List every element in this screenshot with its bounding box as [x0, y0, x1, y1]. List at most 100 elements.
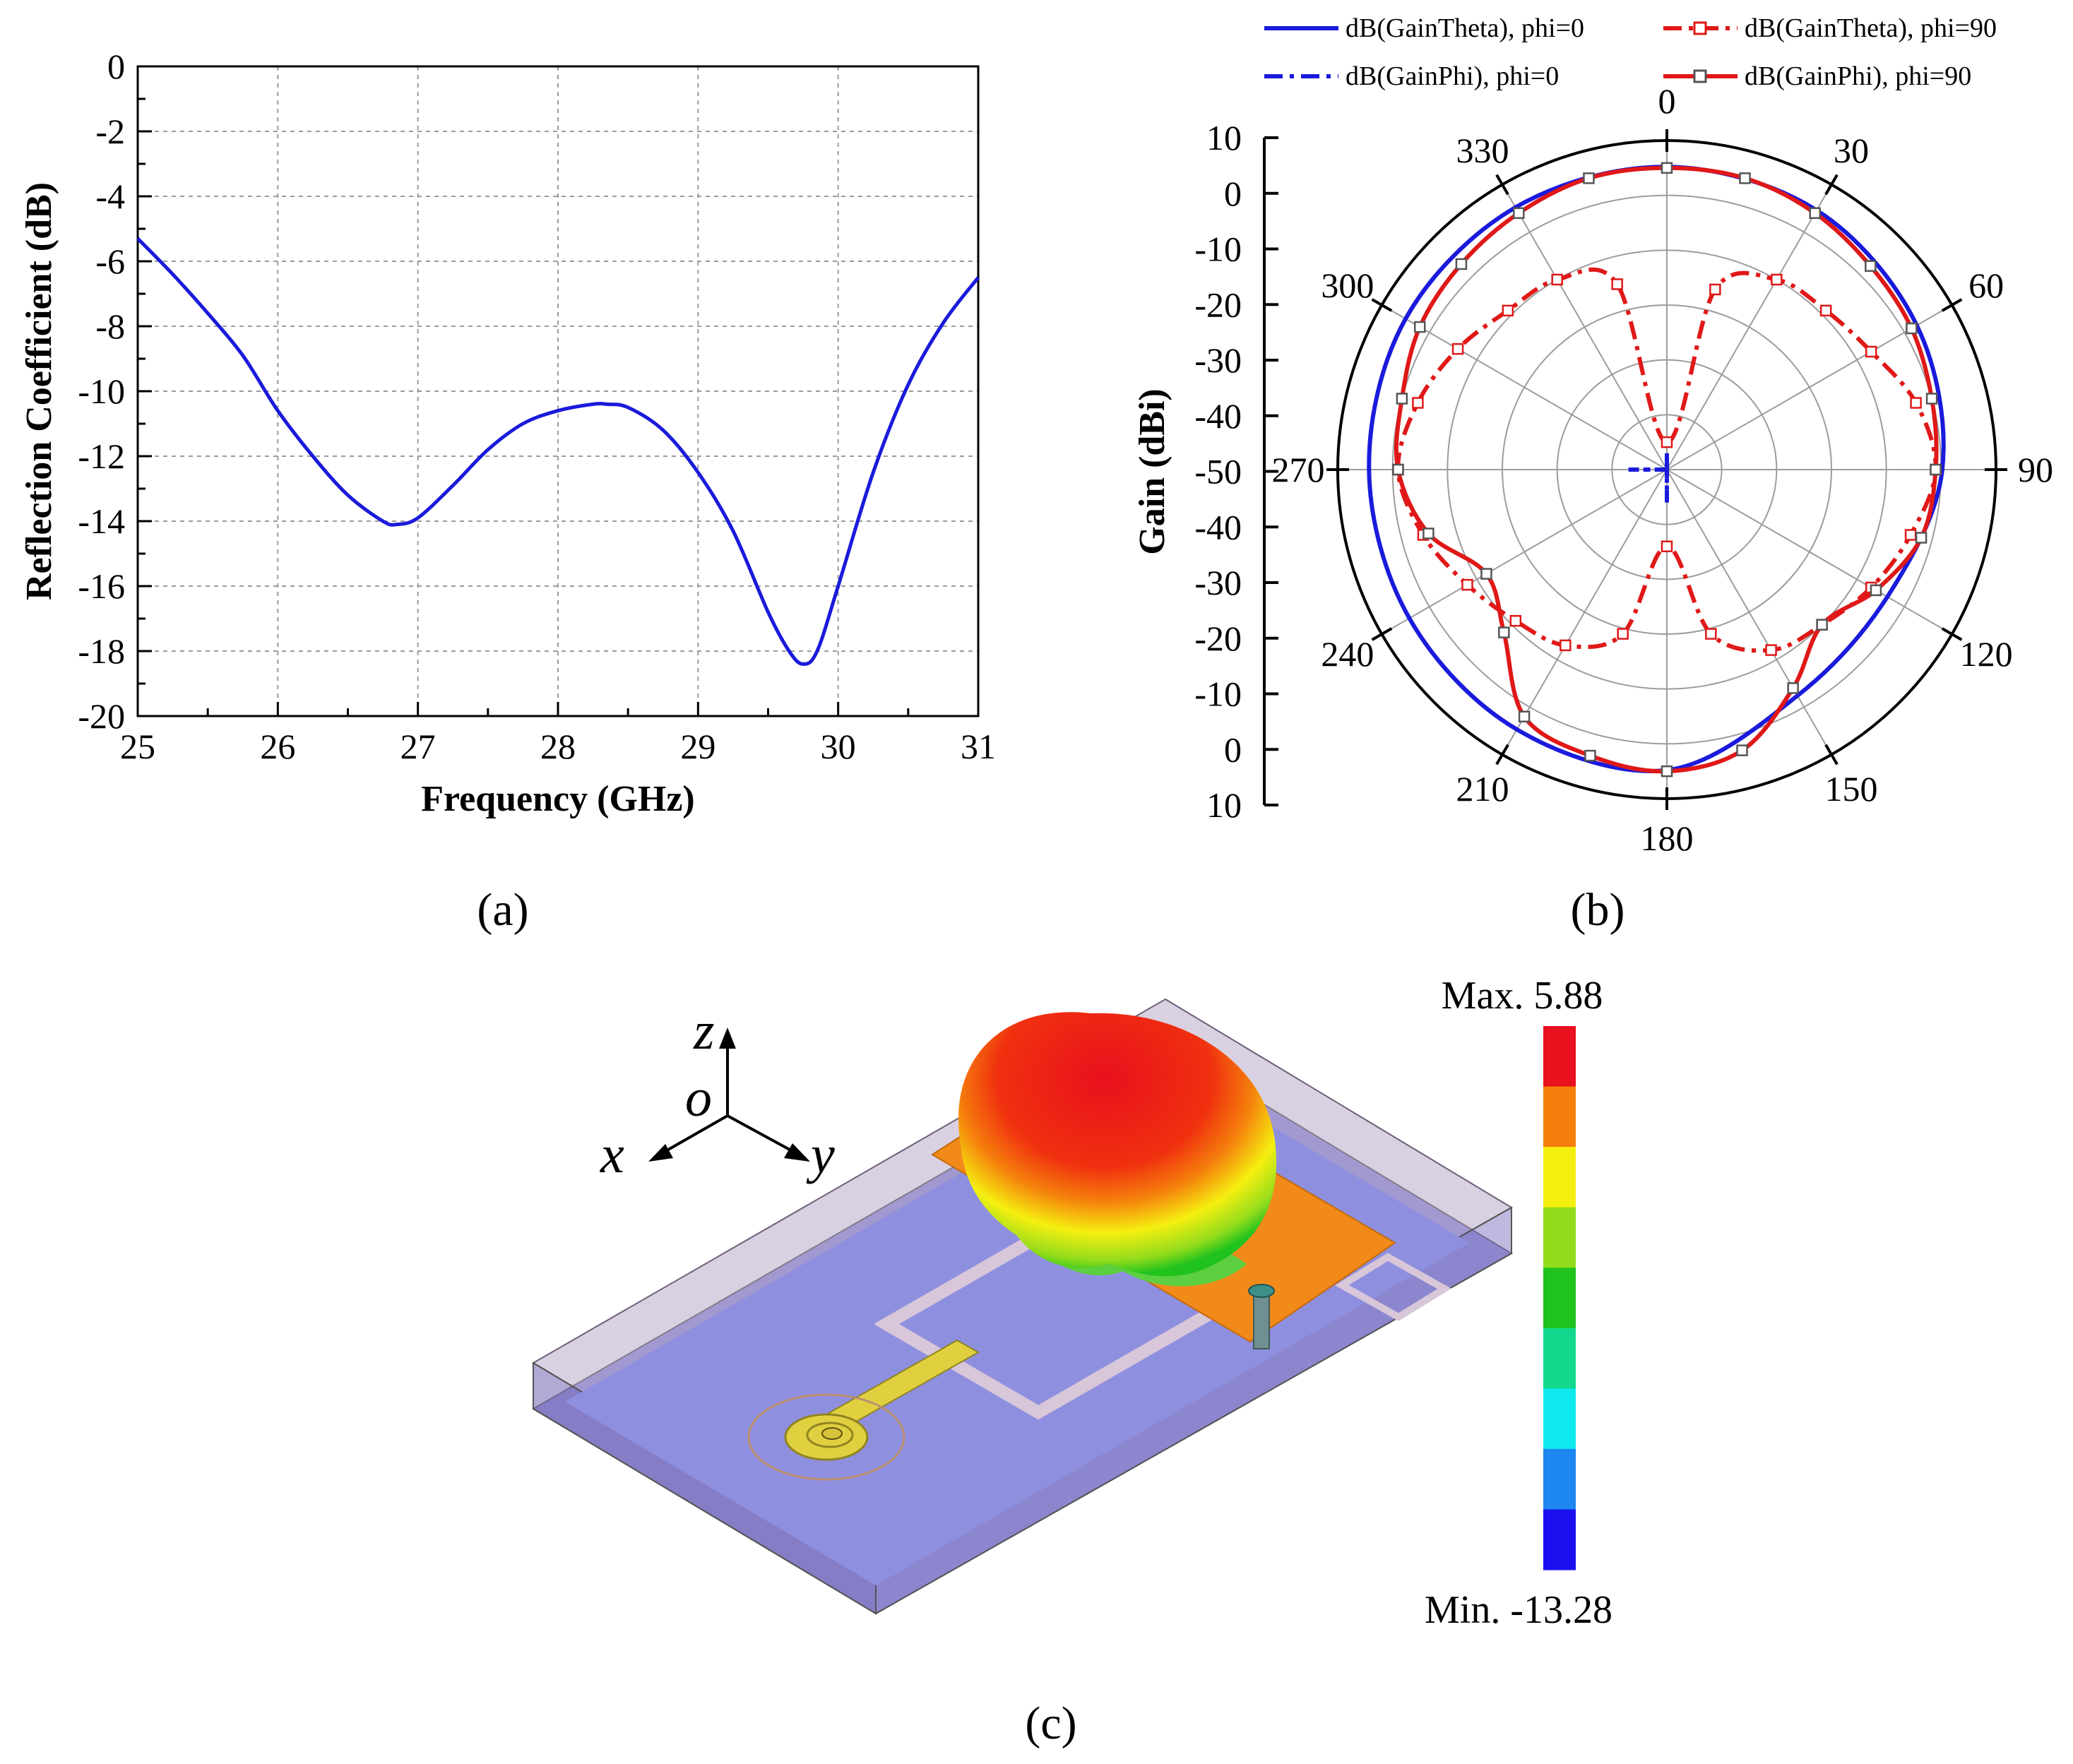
origin-label: o [685, 1068, 712, 1128]
z-arrowhead-icon [719, 1027, 736, 1049]
polar-grid-spoke [1502, 184, 1668, 470]
angle-tick [1941, 298, 1963, 312]
polar-marker [1661, 540, 1673, 552]
angle-tick-label: 270 [1272, 450, 1325, 489]
polar-marker [1661, 765, 1673, 777]
y-tick-label: -2 [95, 112, 125, 151]
polar-marker [1765, 644, 1777, 656]
polar-marker [1925, 393, 1938, 405]
colorbar-segment [1543, 1026, 1576, 1087]
angle-tick-label: 150 [1825, 769, 1878, 809]
colorbar-segment [1543, 1147, 1576, 1208]
grid [138, 66, 978, 716]
polar-marker [1509, 614, 1522, 627]
panel-c-3d-radiation-pattern: z o x y Max. 5.88 Min. -13.28 [532, 974, 1612, 1632]
x-tick-label: 31 [961, 727, 996, 766]
polar-marker [1451, 342, 1464, 355]
colorbar-segment [1543, 1509, 1576, 1571]
tick-marks [136, 65, 980, 717]
colorbar-max-label: Max. 5.88 [1442, 974, 1603, 1018]
colorbar-segment [1543, 1448, 1576, 1510]
angle-tick-label: 120 [1960, 634, 2013, 674]
radial-tick-label: 10 [1206, 785, 1242, 825]
polar-marker [1584, 749, 1596, 762]
angle-tick [1495, 744, 1509, 765]
angle-tick-label: 240 [1321, 634, 1374, 674]
connector-inner-ring [806, 1422, 854, 1448]
angle-tick [1824, 744, 1839, 765]
polar-marker [1392, 463, 1404, 476]
legend-label-gaintheta-phi90: dB(GainTheta), phi=90 [1745, 13, 1997, 43]
x-tick-label: 28 [540, 727, 576, 766]
angle-tick-label: 300 [1321, 266, 1374, 305]
colorbar-segment [1543, 1328, 1576, 1389]
polar-grid-spoke [1666, 469, 1953, 635]
y-tick-labels: 0 -2 -4 -6 -8 -10 -12 -14 -16 -18 -20 [78, 47, 125, 736]
y-tick-label: 0 [107, 47, 125, 86]
legend-label-gainphi-phi90: dB(GainPhi), phi=90 [1745, 61, 1971, 91]
polar-marker [1611, 278, 1623, 290]
coordinate-axes: z o x y [600, 1001, 835, 1184]
angle-tick-label: 0 [1658, 81, 1676, 121]
radiation-lobe [958, 1012, 1277, 1287]
y-axis-label: Reflection Coefficient (dB) [19, 182, 59, 600]
angle-tick-label: 90 [2018, 450, 2053, 489]
radial-tick-label: -40 [1194, 396, 1242, 436]
polar-marker [1502, 304, 1514, 317]
polar-marker [1461, 578, 1473, 591]
radial-tick-label: -50 [1194, 452, 1242, 491]
angle-tick-label: 30 [1834, 131, 1869, 170]
x-tick-label: 30 [821, 727, 856, 766]
polar-marker [1816, 619, 1828, 631]
y-tick-label: -14 [78, 501, 125, 541]
radial-tick-label: -20 [1194, 619, 1242, 658]
polar-marker [1739, 172, 1751, 184]
angle-tick-label: 60 [1968, 266, 2004, 305]
series-markers [1392, 162, 1942, 777]
polar-marker [1617, 628, 1629, 640]
panel-a-reflection-chart: 0 -2 -4 -6 -8 -10 -12 -14 -16 -18 -20 25 26 27 28 29 30… [19, 47, 996, 819]
polar-marker [1819, 304, 1832, 317]
polar-marker [1736, 744, 1748, 756]
angle-tick-label: 180 [1641, 818, 1694, 858]
polar-grid-spoke [1502, 469, 1668, 756]
polar-marker [1906, 322, 1918, 335]
radial-tick-label: -10 [1194, 230, 1242, 269]
y-tick-label: -4 [95, 177, 125, 216]
angle-tick [1371, 627, 1393, 641]
angle-tick-labels: 0 30 60 90 120 150 180 210 240 270 300 330 [1272, 81, 2054, 858]
polar-marker [1661, 436, 1673, 448]
y-tick-label: -8 [95, 306, 125, 346]
colorbar-segment [1543, 1207, 1576, 1268]
polar-grid-spoke [1666, 304, 1953, 470]
y-axis-label: y [806, 1125, 835, 1184]
caption-b: (b) [1571, 884, 1625, 936]
polar-marker [1661, 162, 1673, 174]
polar-marker [1904, 529, 1917, 541]
x-tick-label: 25 [120, 727, 155, 766]
colorbar [1543, 1026, 1576, 1571]
radial-tick-label: -30 [1194, 340, 1242, 380]
x-tick-label: 27 [400, 727, 436, 766]
polar-marker [1455, 258, 1468, 270]
polar-marker [1480, 568, 1492, 580]
polar-marker [1422, 528, 1435, 540]
polar-grid-spoke [1666, 469, 1832, 756]
lobe-surface [958, 1012, 1277, 1277]
panel-b-polar-chart: dB(GainTheta), phi=0 dB(GainPhi), phi=0 … [1132, 13, 2053, 858]
angle-tick-label: 210 [1456, 769, 1509, 809]
angle-tick [1495, 174, 1509, 196]
polar-marker [1809, 207, 1821, 220]
polar-marker [1865, 260, 1877, 272]
radial-tick-labels: 10 0 -10 -20 -30 -40 -50 -40 -30 -20 -10 0 10 [1194, 118, 1278, 825]
x-tick-label: 26 [260, 727, 295, 766]
colorbar-segment [1543, 1388, 1576, 1450]
radial-tick-label: -20 [1194, 285, 1242, 324]
polar-marker [1709, 283, 1721, 296]
polar-marker [1865, 345, 1877, 358]
colorbar-min-label: Min. -13.28 [1425, 1588, 1612, 1632]
z-axis-label: z [693, 1001, 715, 1061]
polar-marker [1396, 393, 1408, 405]
legend-marker-gainphi-phi90 [1693, 69, 1707, 83]
